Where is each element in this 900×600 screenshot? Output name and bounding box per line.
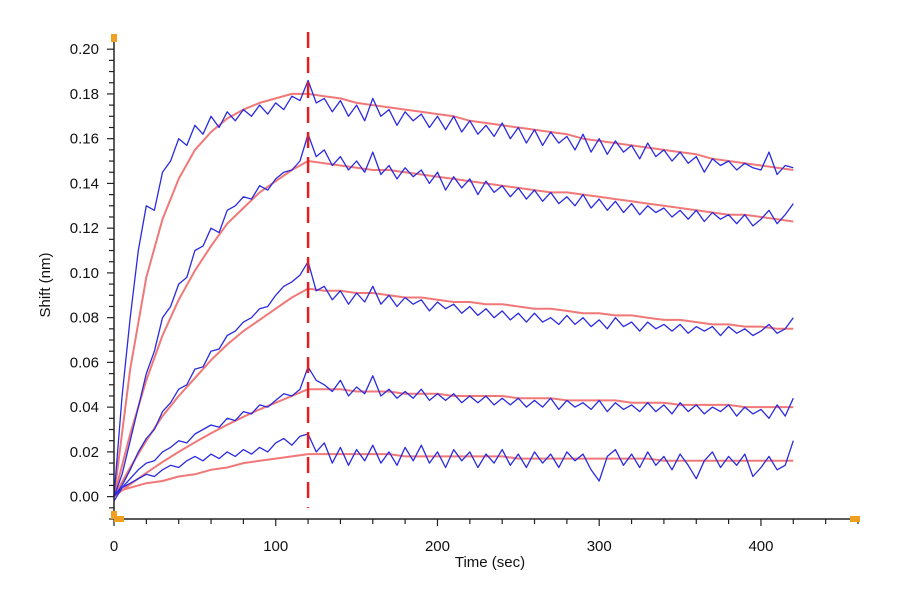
- x-tick-label: 300: [587, 538, 612, 555]
- raw-curves: [113, 79, 794, 502]
- axes: [107, 34, 860, 526]
- y-tick-label: 0.04: [70, 399, 99, 416]
- raw-1-line: [113, 79, 794, 497]
- y-tick-label: 0.14: [70, 175, 99, 192]
- x-axis-title: Time (sec): [455, 554, 525, 571]
- y-tick-label: 0.20: [70, 41, 99, 58]
- y-tick-label: 0.02: [70, 444, 99, 461]
- raw-3-line: [113, 261, 794, 497]
- y-tick-label: 0.06: [70, 354, 99, 371]
- fit-4-line: [113, 388, 794, 498]
- x-tick-label: 400: [748, 538, 773, 555]
- fit-curves: [113, 92, 794, 498]
- fit-3-line: [113, 287, 794, 498]
- y-tick-label: 0.10: [70, 265, 99, 282]
- x-tick-label: 100: [263, 538, 288, 555]
- y-axis-title: Shift (nm): [37, 252, 54, 317]
- y-tick-label: 0.18: [70, 86, 99, 103]
- x-tick-label: 0: [110, 538, 118, 555]
- fit-5-line: [113, 453, 794, 494]
- y-tick-label: 0.16: [70, 131, 99, 148]
- x-tick-label: 200: [425, 538, 450, 555]
- axis-range-handle[interactable]: [850, 516, 860, 522]
- axis-range-handle[interactable]: [114, 516, 124, 522]
- y-tick-label: 0.12: [70, 220, 99, 237]
- y-tick-label: 0.08: [70, 310, 99, 327]
- axis-range-handle[interactable]: [111, 511, 117, 519]
- fit-1-line: [113, 92, 794, 497]
- raw-2-line: [113, 133, 794, 497]
- axis-range-handle[interactable]: [111, 34, 117, 42]
- y-tick-label: 0.00: [70, 489, 99, 506]
- fit-2-line: [113, 160, 794, 497]
- raw-4-line: [113, 366, 794, 498]
- raw-5-line: [113, 433, 794, 502]
- tick-labels: 0 100 200 300 400 0.00 0.02 0.04 0.06 0.08 0.10 0.1…: [70, 41, 774, 555]
